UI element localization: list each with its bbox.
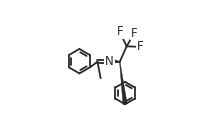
Text: F: F	[116, 26, 123, 39]
Polygon shape	[120, 62, 127, 104]
Text: N: N	[105, 55, 114, 68]
Text: F: F	[131, 26, 137, 39]
Text: F: F	[137, 40, 144, 53]
